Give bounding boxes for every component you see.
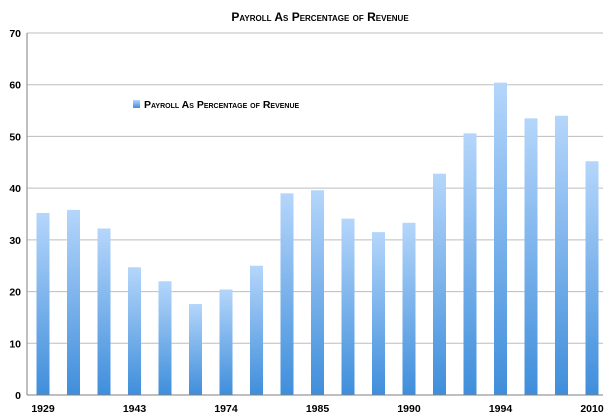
bar bbox=[585, 161, 599, 395]
bar bbox=[463, 133, 477, 395]
bar bbox=[158, 281, 172, 395]
bar bbox=[402, 222, 416, 395]
x-tick-label: 1929 bbox=[31, 403, 55, 415]
bar bbox=[524, 118, 538, 395]
y-tick-label: 50 bbox=[9, 131, 21, 143]
y-tick-label: 10 bbox=[9, 338, 21, 350]
bar bbox=[311, 190, 324, 395]
y-tick-label: 20 bbox=[9, 287, 21, 299]
bar bbox=[341, 218, 355, 395]
y-tick-label: 0 bbox=[15, 390, 21, 402]
bar bbox=[67, 209, 80, 395]
bar bbox=[494, 82, 507, 396]
bar bbox=[189, 303, 202, 395]
bar bbox=[97, 228, 111, 395]
bar bbox=[280, 193, 294, 395]
y-tick-labels: 0 10 20 30 40 50 60 70 bbox=[9, 28, 21, 402]
legend: Payroll As Percentage of Revenue bbox=[133, 99, 300, 111]
bar bbox=[128, 267, 141, 395]
x-tick-labels: 1929 1943 1974 1985 1990 1994 2010 bbox=[31, 403, 604, 415]
x-tick-label: 2010 bbox=[580, 403, 604, 415]
x-tick-label: 1994 bbox=[489, 403, 513, 415]
axes bbox=[26, 33, 603, 396]
x-tick-label: 1990 bbox=[397, 403, 421, 415]
chart-title: Payroll As Percentage of Revenue bbox=[231, 10, 409, 24]
legend-swatch bbox=[133, 100, 140, 108]
bar bbox=[372, 232, 385, 395]
legend-label: Payroll As Percentage of Revenue bbox=[144, 99, 300, 111]
x-tick-label: 1943 bbox=[123, 403, 147, 415]
y-tick-label: 60 bbox=[9, 80, 21, 92]
y-tick-label: 70 bbox=[9, 28, 21, 40]
bar bbox=[433, 173, 446, 395]
x-tick-label: 1974 bbox=[214, 403, 238, 415]
bar bbox=[219, 289, 233, 395]
y-tick-label: 30 bbox=[9, 235, 21, 247]
bar bbox=[250, 265, 263, 395]
bar bbox=[555, 115, 568, 396]
y-tick-label: 40 bbox=[9, 183, 21, 195]
bar bbox=[36, 212, 50, 395]
x-tick-label: 1985 bbox=[306, 403, 330, 415]
bars bbox=[36, 82, 599, 396]
